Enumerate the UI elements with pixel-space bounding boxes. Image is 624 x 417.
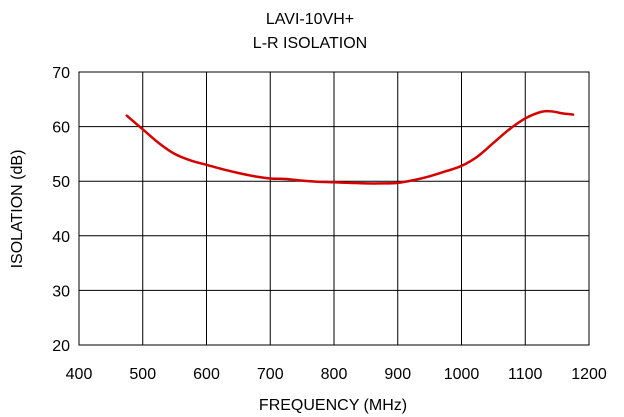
x-tick-label: 600 (193, 366, 220, 383)
x-tick-label: 700 (257, 366, 284, 383)
plot-frame (78, 71, 590, 346)
x-tick-label: 900 (384, 366, 411, 383)
chart-title: LAVI-10VH+ (266, 11, 354, 28)
y-tick-label: 70 (52, 65, 70, 82)
x-tick-label: 800 (321, 366, 348, 383)
grid (78, 71, 590, 346)
x-tick-label: 500 (129, 366, 156, 383)
y-tick-label: 30 (52, 283, 70, 300)
x-tick-label: 1200 (571, 366, 607, 383)
x-tick-labels: 400 500 600 700 800 900 1000 1100 1200 (66, 366, 607, 383)
y-axis-label: ISOLATION (dB) (9, 150, 26, 269)
series-line (125, 109, 575, 185)
y-tick-label: 40 (52, 229, 70, 246)
series-group (125, 109, 575, 185)
x-tick-label: 1100 (508, 366, 543, 383)
y-tick-label: 20 (52, 338, 70, 355)
x-tick-label: 1000 (444, 366, 480, 383)
x-axis-label: FREQUENCY (MHz) (259, 397, 407, 414)
chart-subtitle: L-R ISOLATION (253, 35, 367, 52)
x-tick-label: 400 (66, 366, 93, 383)
y-tick-labels: 20 30 40 50 60 70 (52, 65, 70, 355)
y-tick-label: 50 (52, 174, 70, 191)
y-tick-label: 60 (52, 120, 70, 137)
